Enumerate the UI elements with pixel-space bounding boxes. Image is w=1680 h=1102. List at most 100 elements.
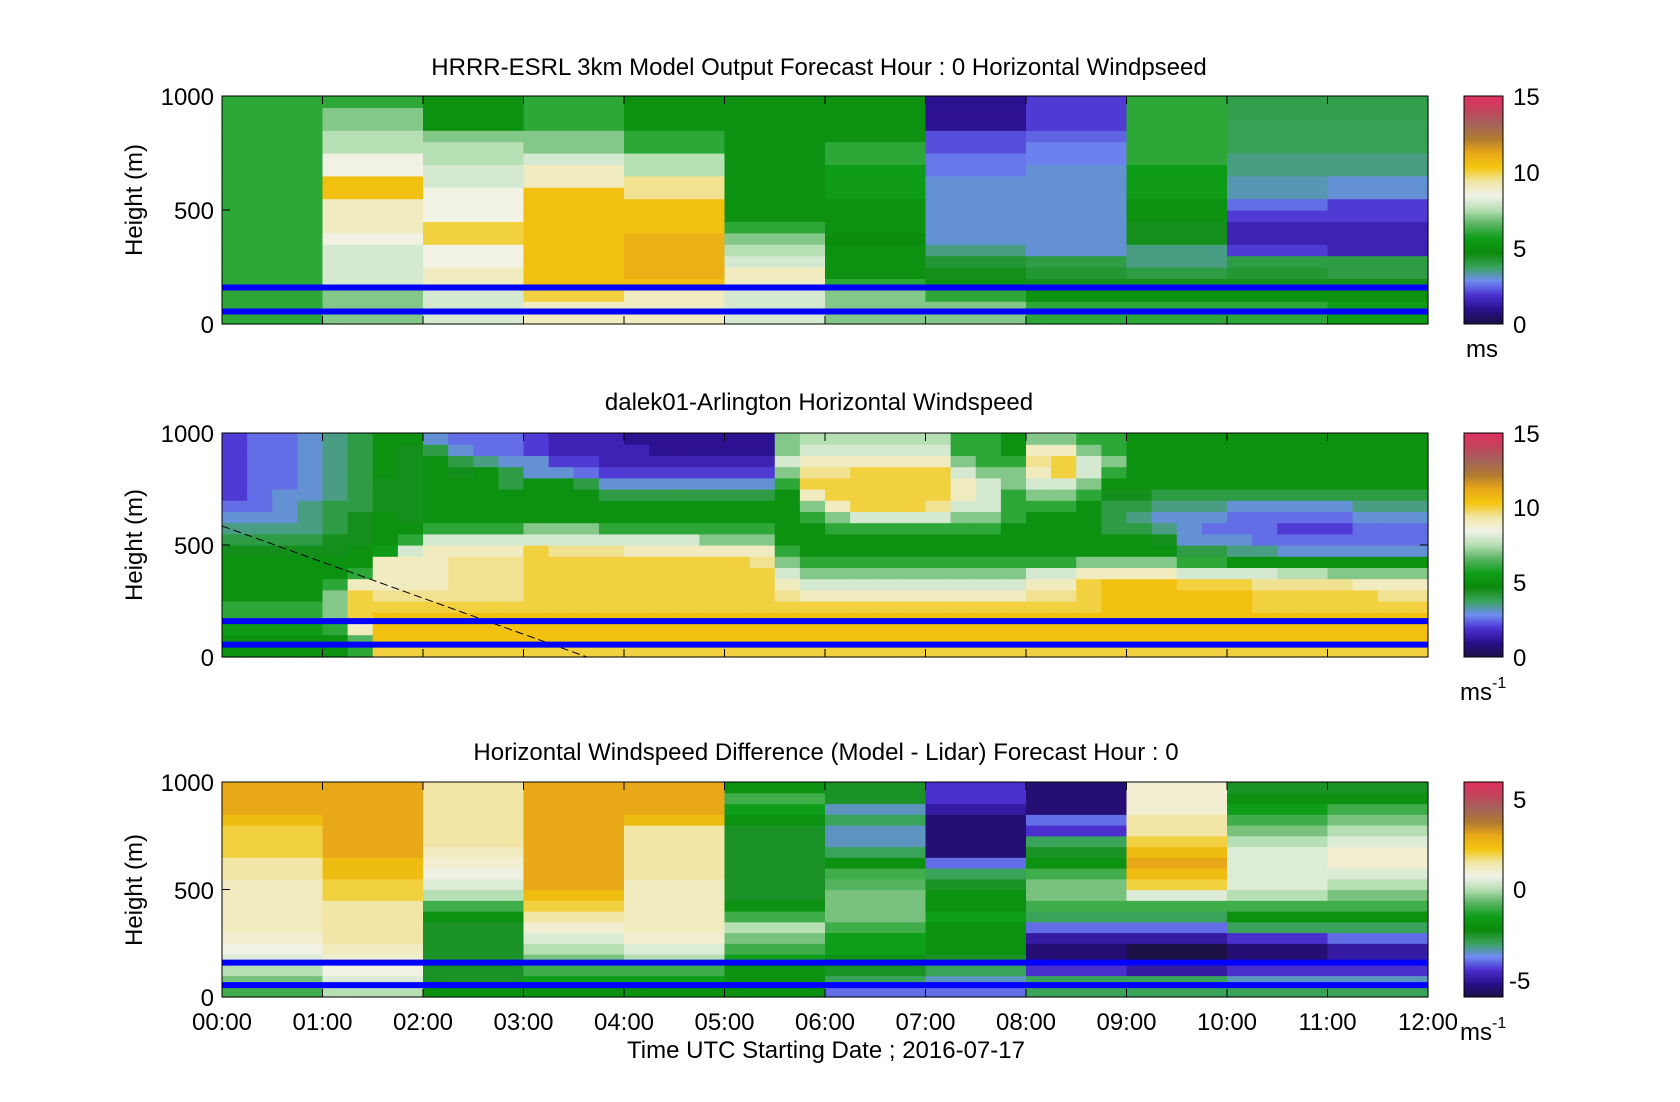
panel-lidar-cell [749, 533, 776, 546]
panel-model-cell [925, 107, 1027, 120]
panel-lidar-cell [724, 589, 751, 602]
panel-lidar-cell [850, 623, 876, 636]
panel-lidar-cell [1201, 567, 1228, 580]
panel-difference: Horizontal Windspeed Difference (Model -… [121, 739, 1530, 1046]
panel-lidar-cell [1402, 522, 1429, 535]
panel-lidar-cell [1051, 634, 1077, 647]
panel-lidar-cell [825, 601, 851, 613]
panel-lidar-cell [322, 612, 349, 624]
panel-model-cell [925, 255, 1027, 268]
panel-difference-cell [423, 932, 525, 944]
panel-difference-cell [322, 782, 424, 794]
panel-lidar-cell [1101, 545, 1128, 557]
panel-lidar-cell [498, 545, 525, 557]
panel-lidar-cell [825, 433, 851, 445]
panel-lidar-cell [573, 500, 600, 512]
panel-lidar-cell [297, 500, 324, 512]
panel-model-ytick-0: 0 [201, 312, 214, 339]
panel-lidar-cell [699, 455, 726, 468]
panel-lidar-cell [1126, 645, 1153, 658]
panel-lidar-cell [774, 433, 801, 445]
colorbar-tick: 10 [1513, 495, 1540, 522]
panel-model-cell [724, 221, 826, 234]
panel-lidar-cell [674, 645, 700, 658]
panel-lidar-cell [1051, 433, 1077, 445]
panel-lidar-cell [448, 511, 474, 524]
panel-lidar-cell [1201, 623, 1228, 636]
panel-lidar-cell [1302, 455, 1329, 468]
panel-lidar-cell [624, 489, 650, 501]
panel-lidar-cell [473, 612, 499, 624]
panel-lidar-cell [850, 533, 876, 546]
panel-lidar-cell [1026, 567, 1052, 580]
panel-lidar-cell [850, 433, 876, 445]
panel-lidar-cell [1151, 556, 1178, 568]
panel-lidar-cell [573, 533, 600, 546]
panel-lidar-cell [1252, 444, 1278, 456]
panel-lidar-cell [1252, 489, 1278, 501]
panel-lidar-cell [347, 455, 374, 468]
panel-difference-cell [825, 975, 927, 987]
panel-lidar-cell [1277, 489, 1303, 501]
panel-model-cell [322, 244, 424, 257]
panel-lidar-cell [1076, 533, 1102, 546]
panel-lidar-cell [1151, 466, 1178, 479]
panel-lidar-cell [322, 466, 349, 479]
panel-lidar-cell [297, 545, 324, 557]
panel-lidar-cell [1000, 500, 1027, 512]
panel-lidar-cell [724, 567, 751, 580]
panel-difference-cell [423, 803, 525, 815]
panel-lidar-cell [1302, 578, 1329, 591]
panel-lidar-cell [1402, 433, 1429, 445]
panel-lidar-cell [1076, 623, 1102, 636]
panel-lidar-cell [975, 533, 1002, 546]
panel-lidar-cell [1176, 444, 1203, 456]
panel-lidar-cell [699, 589, 726, 602]
panel-lidar-cell [1377, 477, 1404, 490]
panel-lidar-cell [925, 477, 952, 490]
panel-lidar-cell [699, 466, 726, 479]
panel-difference-cell [523, 835, 625, 848]
panel-lidar-cell [900, 589, 927, 602]
panel-lidar-cell [372, 522, 399, 535]
panel-difference-cell [724, 803, 826, 815]
panel-lidar-cell [1026, 444, 1052, 456]
panel-model-ytick-1000: 1000 [161, 84, 214, 111]
panel-difference-cell [1227, 932, 1329, 944]
panel-difference-cell [925, 846, 1027, 858]
panel-difference-cell [1227, 814, 1329, 826]
panel-lidar-cell [850, 601, 876, 613]
panel-difference-cell [523, 943, 625, 955]
panel-lidar-cell [875, 578, 901, 591]
panel-model-cell [1327, 210, 1429, 222]
panel-lidar-cell [875, 522, 901, 535]
panel-lidar-cell [222, 522, 248, 535]
panel-model-cell [1126, 96, 1228, 108]
panel-lidar-cell [674, 623, 700, 636]
panel-lidar-cell [448, 477, 474, 490]
panel-lidar-cell [1151, 623, 1178, 636]
panel-difference-cell [222, 921, 324, 934]
panel-difference-cell [222, 846, 324, 858]
panel-lidar-cell [724, 623, 751, 636]
panel-lidar-cell [573, 433, 600, 445]
panel-lidar-cell [900, 533, 927, 546]
panel-lidar-cell [799, 578, 826, 591]
panel-difference-cell [624, 975, 726, 987]
panel-lidar-cell [1277, 623, 1303, 636]
panel-lidar-cell [1402, 511, 1429, 524]
panel-lidar-cell [548, 545, 575, 557]
panel-model-cell [1327, 175, 1429, 188]
panel-lidar-cell [423, 556, 449, 568]
panel-lidar-cell [1277, 567, 1303, 580]
panel-lidar-cell [774, 466, 801, 479]
panel-lidar-cell [598, 489, 625, 501]
panel-lidar-cell [247, 477, 273, 490]
panel-model-cell [1327, 164, 1429, 177]
panel-lidar-cell [774, 601, 801, 613]
panel-lidar-cell [799, 511, 826, 524]
panel-difference-cell [1327, 943, 1429, 955]
panel-lidar-cell [875, 623, 901, 636]
panel-lidar-cell [850, 578, 876, 591]
panel-difference-cell [1327, 814, 1429, 826]
